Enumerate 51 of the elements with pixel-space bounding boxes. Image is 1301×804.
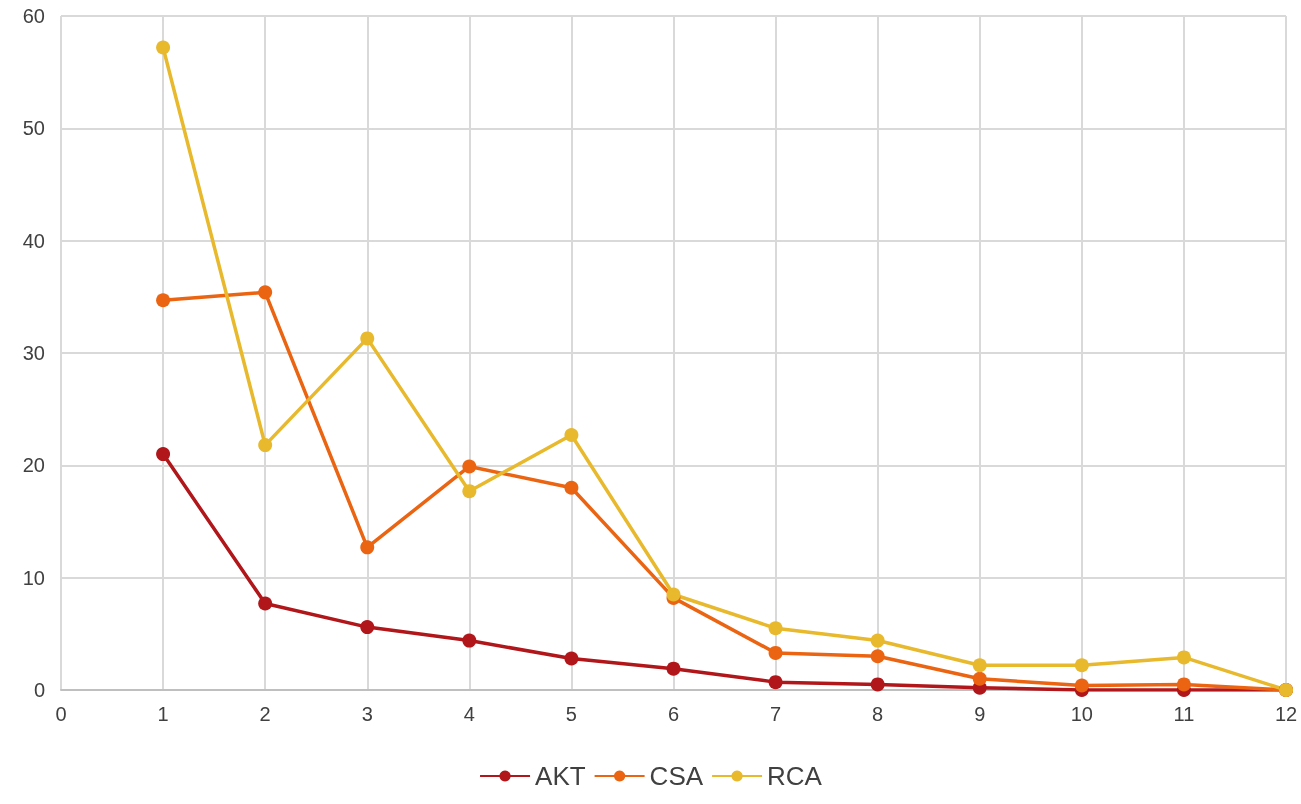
x-tick-label: 7 bbox=[770, 703, 782, 725]
point bbox=[768, 621, 783, 636]
point bbox=[156, 293, 171, 308]
point bbox=[564, 480, 579, 495]
x-tick-label: 2 bbox=[259, 703, 271, 725]
point bbox=[462, 484, 477, 499]
y-tick-label: 10 bbox=[22, 566, 45, 589]
point bbox=[258, 596, 273, 611]
point bbox=[258, 285, 273, 300]
y-tick-label: 40 bbox=[22, 229, 45, 252]
point bbox=[1074, 658, 1089, 673]
x-tick-label: 3 bbox=[361, 703, 373, 725]
x-tick-label: 12 bbox=[1274, 703, 1298, 725]
legend-label: CSA bbox=[649, 761, 704, 791]
point bbox=[768, 645, 783, 660]
point bbox=[258, 438, 273, 453]
x-tick-label: 5 bbox=[565, 703, 577, 725]
point bbox=[360, 331, 375, 346]
point bbox=[666, 661, 681, 676]
point bbox=[870, 677, 885, 692]
y-tick-label: 30 bbox=[22, 342, 45, 364]
point bbox=[1176, 677, 1191, 692]
point bbox=[870, 649, 885, 664]
y-tick-label: 50 bbox=[22, 117, 45, 140]
point bbox=[564, 651, 579, 666]
x-tick-label: 1 bbox=[157, 703, 169, 725]
x-tick-label: 6 bbox=[667, 703, 680, 725]
x-tick-label: 0 bbox=[55, 703, 67, 725]
y-tick-label: 60 bbox=[22, 5, 45, 27]
x-tick-label: 4 bbox=[463, 703, 475, 725]
point bbox=[1176, 650, 1191, 665]
x-tick-label: 11 bbox=[1173, 703, 1195, 725]
legend-label: RCA bbox=[767, 761, 823, 791]
point bbox=[360, 540, 375, 555]
x-tick-label: 9 bbox=[974, 703, 986, 725]
x-tick-label: 10 bbox=[1070, 703, 1093, 725]
point bbox=[972, 671, 987, 686]
y-tick-label: 0 bbox=[33, 679, 45, 701]
point bbox=[564, 428, 579, 442]
point bbox=[156, 40, 171, 55]
point bbox=[768, 675, 783, 690]
x-tick-label: 8 bbox=[872, 703, 884, 725]
point bbox=[1074, 678, 1089, 693]
point bbox=[870, 633, 885, 648]
point bbox=[972, 658, 987, 673]
point bbox=[360, 620, 375, 635]
point bbox=[462, 459, 477, 474]
point bbox=[156, 447, 171, 462]
point bbox=[462, 633, 477, 648]
legend-label: AKT bbox=[535, 761, 586, 791]
y-tick-label: 20 bbox=[22, 454, 45, 477]
